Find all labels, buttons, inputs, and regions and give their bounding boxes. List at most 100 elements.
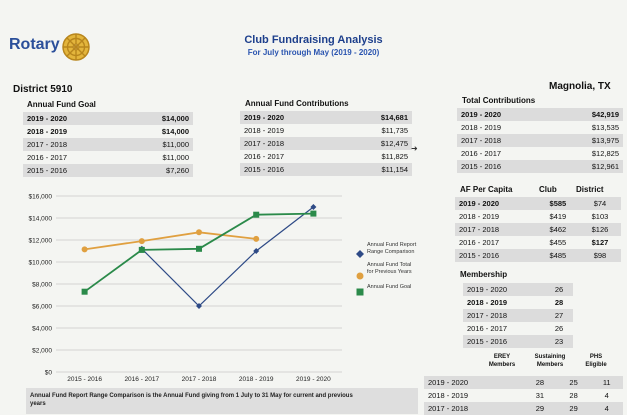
year-cell: 2017 - 2018 [424, 402, 524, 415]
data-point [253, 235, 260, 242]
y-tick-label: $8,000 [32, 282, 52, 289]
year-cell: 2019 - 2020 [463, 283, 546, 296]
data-point [138, 238, 145, 245]
district-cell: $127 [591, 238, 609, 247]
value-cell: $11,154 [339, 163, 412, 176]
legend-item: Annual Fund Total for Previous Years [356, 262, 418, 280]
club-cell: $462 [536, 223, 579, 236]
legend-label: Annual Fund Goal [367, 284, 412, 290]
value-cell: $42,919 [552, 108, 623, 121]
erey-cell: 28 [523, 376, 557, 389]
legend-circle-icon [356, 272, 364, 280]
af-per-capita-district-header: District [576, 185, 604, 194]
series-line [84, 212, 314, 293]
table-row: 2019 - 2020 $14,000 [23, 112, 193, 125]
table-row: 2018 - 2019 $14,000 [23, 125, 193, 138]
value-cell: $14,681 [339, 111, 412, 124]
legend-square-icon [356, 288, 364, 296]
y-tick-label: $10,000 [29, 260, 53, 267]
x-tick-label: 2018 - 2019 [239, 376, 274, 383]
value-cell: 26 [545, 283, 573, 296]
data-point [196, 245, 202, 252]
rotary-wheel-icon [62, 33, 90, 61]
year-cell: 2018 - 2019 [428, 391, 469, 400]
members-table: 2019 - 2020 28 25 11 2018 - 2019 31 28 4 2017 … [424, 376, 623, 415]
table-row: 2015 - 2016 $11,154 [240, 163, 412, 176]
fundraising-line-chart: $0 $2,000 $4,000 $6,000 $8,000 $10,000 $12,000… [29, 194, 342, 383]
erey-cell: 31 [535, 391, 545, 400]
value-cell: 26 [554, 324, 564, 333]
year-cell: 2018 - 2019 [244, 126, 285, 135]
total-contributions-heading: Total Contributions [462, 96, 536, 105]
district-cell: $74 [578, 197, 621, 210]
year-cell: 2019 - 2020 [23, 112, 122, 125]
data-point [310, 210, 317, 217]
legend-item: Annual Fund Report Range Comparison [356, 242, 418, 258]
table-row: 2015 - 2016 $7,260 [23, 164, 193, 177]
af-per-capita-heading: AF Per Capita [460, 185, 513, 194]
table-row: 2015 - 2016 $485 $98 [455, 249, 621, 262]
x-tick-label: 2015 - 2016 [67, 376, 102, 383]
rotary-logo-text: Rotary [9, 36, 60, 53]
district-cell: $98 [578, 249, 621, 262]
year-cell: 2016 - 2017 [27, 153, 68, 162]
data-point [138, 246, 145, 253]
year-cell: 2018 - 2019 [467, 298, 508, 307]
annual-fund-goal-table: 2019 - 2020 $14,000 2018 - 2019 $14,000 20… [23, 112, 193, 177]
table-row: 2015 - 2016 $12,961 [457, 160, 623, 173]
erey-cell: 29 [523, 402, 557, 415]
y-tick-label: $12,000 [29, 238, 53, 245]
phs-cell: 4 [604, 391, 609, 400]
table-row: 2017 - 2018 $12,475 [240, 137, 412, 150]
year-cell: 2019 - 2020 [424, 376, 524, 389]
table-row: 2018 - 2019 31 28 4 [424, 389, 623, 402]
legend-item: Annual Fund Goal [356, 284, 418, 296]
table-row: 2017 - 2018 $462 $126 [455, 223, 621, 236]
district-cell: $126 [578, 223, 621, 236]
annual-fund-goal-heading: Annual Fund Goal [27, 100, 96, 109]
phs-eligible-header: PHS Eligible [585, 354, 607, 368]
table-row: 2016 - 2017 26 [463, 322, 573, 335]
membership-table: 2019 - 2020 26 2018 - 2019 28 2017 - 2018 2… [463, 283, 573, 348]
value-cell: $13,535 [591, 123, 619, 132]
year-cell: 2017 - 2018 [240, 137, 340, 150]
table-row: 2017 - 2018 $11,000 [23, 138, 193, 151]
data-point [81, 288, 88, 295]
year-cell: 2015 - 2016 [457, 160, 553, 173]
year-cell: 2018 - 2019 [461, 123, 502, 132]
af-per-capita-club-header: Club [539, 185, 557, 194]
table-row: 2018 - 2019 $13,535 [457, 121, 623, 134]
footnote-background [26, 388, 418, 414]
data-point [81, 246, 88, 253]
location-label: Magnolia, TX [549, 81, 611, 92]
club-cell: $419 [549, 212, 567, 221]
club-cell: $485 [536, 249, 579, 262]
value-cell: $13,975 [552, 134, 623, 147]
y-tick-label: $4,000 [32, 326, 52, 333]
year-cell: 2019 - 2020 [240, 111, 340, 124]
series-line [141, 206, 314, 307]
district-cell: $103 [591, 212, 609, 221]
table-row: 2016 - 2017 $11,825 [240, 150, 412, 163]
y-tick-label: $0 [45, 370, 53, 377]
data-point [253, 248, 260, 254]
data-point [196, 303, 202, 309]
year-cell: 2015 - 2016 [240, 163, 340, 176]
page-title: Club Fundraising Analysis [244, 34, 383, 46]
x-tick-label: 2017 - 2018 [182, 376, 217, 383]
value-cell: $11,000 [162, 153, 189, 162]
membership-heading: Membership [460, 270, 508, 279]
value-cell: $7,260 [121, 164, 193, 177]
value-cell: $12,475 [339, 137, 412, 150]
legend-label: Annual Fund Total for Previous Years [367, 262, 412, 275]
data-point [310, 204, 317, 210]
series-line [84, 231, 257, 251]
year-cell: 2019 - 2020 [455, 197, 537, 210]
year-cell: 2015 - 2016 [455, 249, 537, 262]
value-cell: $12,961 [552, 160, 623, 173]
phs-cell: 11 [590, 376, 623, 389]
legend-diamond-icon [356, 250, 364, 258]
sustaining-members-header: Sustaining Members [534, 354, 566, 368]
year-cell: 2017 - 2018 [23, 138, 122, 151]
annual-fund-contributions-heading: Annual Fund Contributions [245, 99, 349, 108]
